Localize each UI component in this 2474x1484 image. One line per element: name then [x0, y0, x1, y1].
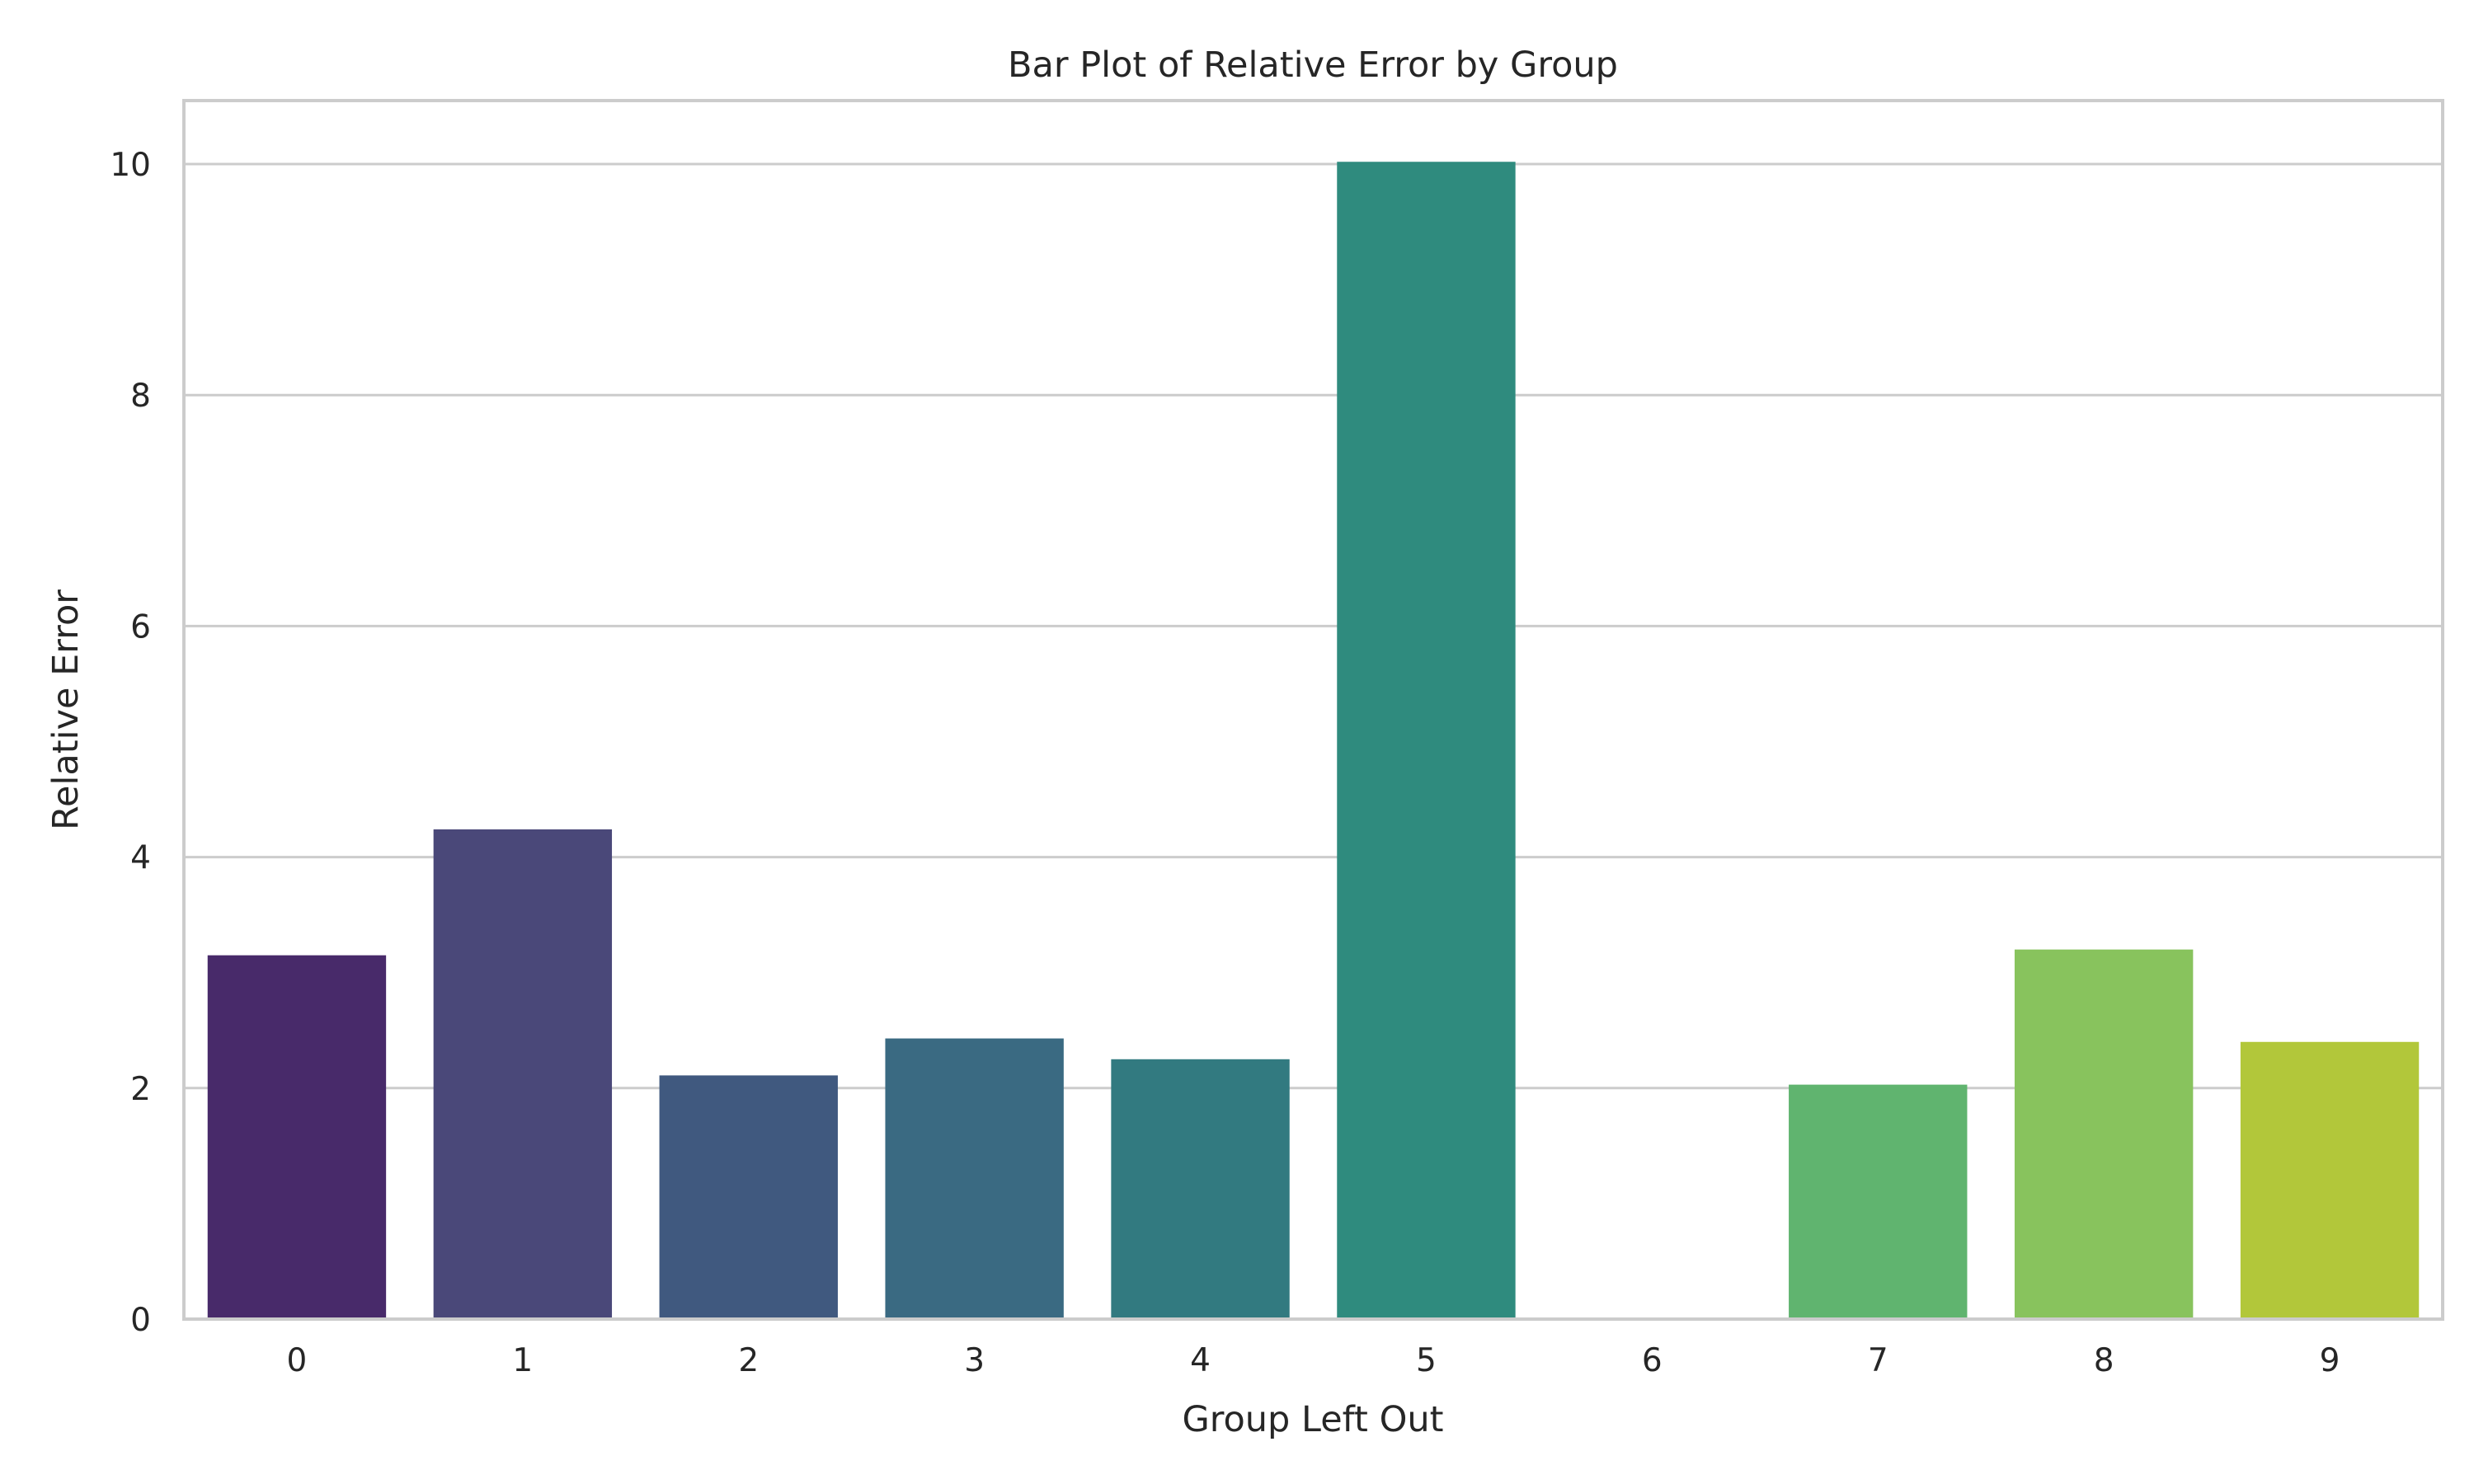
- chart-title: Bar Plot of Relative Error by Group: [1008, 45, 1618, 86]
- y-tick-label: 2: [130, 1071, 151, 1108]
- x-tick-label: 9: [2320, 1342, 2340, 1379]
- x-tick-label: 2: [738, 1342, 759, 1379]
- bar-0: [207, 955, 387, 1319]
- y-axis-ticks: 0 2 4 6 8 10: [110, 147, 151, 1339]
- y-tick-label: 6: [130, 608, 151, 646]
- bar-7: [1789, 1084, 1968, 1319]
- y-tick-label: 8: [130, 378, 151, 415]
- x-tick-label: 0: [287, 1342, 308, 1379]
- bar-5: [1337, 162, 1516, 1319]
- bar-1: [433, 829, 613, 1319]
- x-tick-label: 4: [1190, 1342, 1211, 1379]
- x-tick-label: 7: [1868, 1342, 1888, 1379]
- y-tick-label: 4: [130, 840, 151, 877]
- x-tick-label: 6: [1642, 1342, 1663, 1379]
- plot-frame: [182, 99, 2444, 1321]
- y-tick-label: 0: [130, 1302, 151, 1339]
- x-tick-label: 5: [1416, 1342, 1437, 1379]
- x-tick-label: 1: [512, 1342, 533, 1379]
- bar-3: [885, 1038, 1064, 1319]
- bar-4: [1111, 1059, 1290, 1319]
- bar-9: [2240, 1041, 2420, 1319]
- bars: [207, 162, 2420, 1319]
- bar-8: [2014, 949, 2194, 1319]
- bar-2: [659, 1075, 838, 1319]
- y-tick-label: 10: [110, 147, 151, 184]
- x-axis-ticks: 0 1 2 3 4 5 6 7 8 9: [287, 1342, 2340, 1379]
- x-tick-label: 8: [2094, 1342, 2114, 1379]
- x-tick-label: 3: [964, 1342, 985, 1379]
- y-axis-label: Relative Error: [45, 589, 87, 830]
- x-axis-label: Group Left Out: [1182, 1399, 1443, 1440]
